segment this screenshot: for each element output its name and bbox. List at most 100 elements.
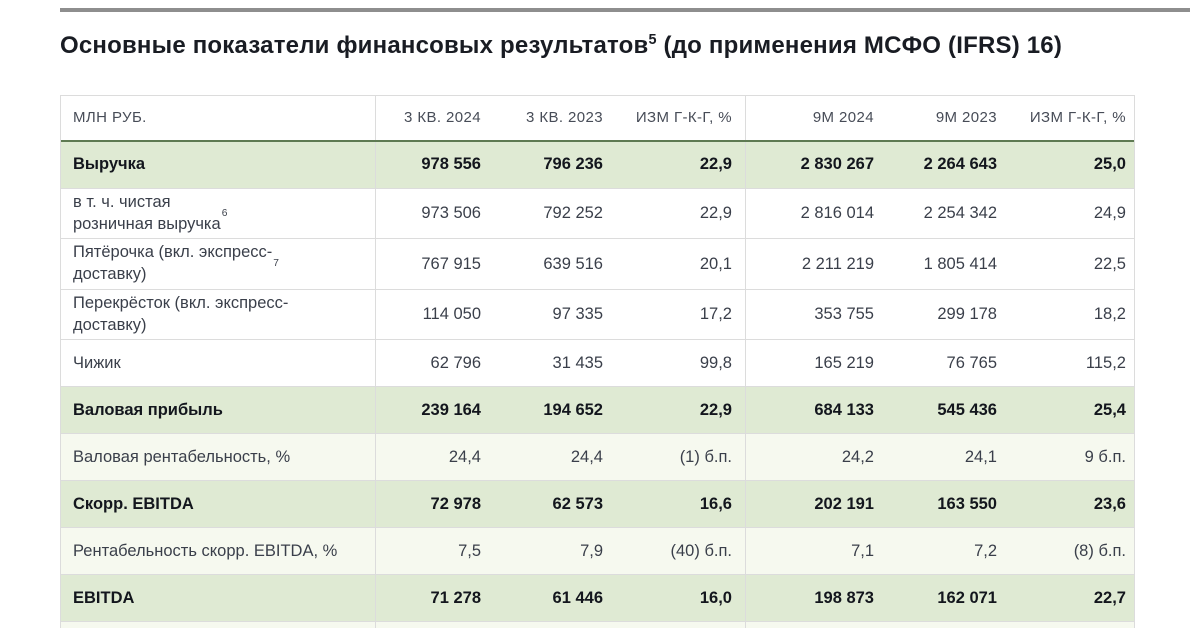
- title-text: Основные показатели финансовых результат…: [60, 32, 649, 59]
- title-suffix: (до применения МСФО (IFRS) 16): [656, 32, 1063, 59]
- title-footnote-marker: 5: [648, 32, 657, 48]
- cell-value: 25,4: [1093, 400, 1126, 419]
- cell-value: 767 915: [421, 254, 481, 273]
- table-row-chizhik: Чижик 62 796 31 435 99,8 165 219 76 765 …: [61, 340, 1134, 388]
- cell-value: 31 435: [552, 353, 603, 372]
- header-chg-yoy-9m: ИЗМ Г-К-Г, %: [1029, 109, 1126, 127]
- cell-value: 62 796: [430, 353, 481, 372]
- cell-value: 16,0: [615, 575, 746, 622]
- table-row-gross-profit: Валовая прибыль 239 164 194 652 22,9 684…: [61, 387, 1134, 435]
- cell-value: 162 071: [937, 588, 997, 607]
- cell-value: (1) б.п.: [615, 434, 746, 481]
- cell-value: 20,1: [615, 239, 746, 289]
- cell-value: 24,2: [841, 447, 874, 466]
- cell-value: 7,9: [580, 541, 603, 560]
- cell-value: 7,2: [974, 541, 997, 560]
- row-label: Перекрёсток (вкл. экспресс- доставку): [61, 289, 376, 340]
- document-page: Основные показатели финансовых результат…: [0, 8, 1200, 628]
- row-label: Валовая рентабельность, %: [61, 434, 376, 481]
- cell-value: 353 755: [814, 305, 874, 324]
- cell-value: 792 252: [543, 204, 603, 223]
- cell-value: 114 050: [422, 305, 481, 324]
- row-label: Пятёрочка (вкл. экспресс- доставку) 7: [61, 239, 376, 289]
- cell-value: 22,5: [1093, 254, 1126, 273]
- cell-value: 2 816 014: [800, 204, 874, 223]
- header-q3-2023: 3 КВ. 2023: [526, 109, 603, 127]
- cell-value: 7,2: [886, 622, 1009, 628]
- cell-value: 1 805 414: [923, 254, 997, 273]
- table-row-net-retail-revenue: в т. ч. чистая розничная выручка 6 973 50…: [61, 188, 1134, 240]
- header-chg-yoy-q: ИЗМ Г-К-Г, %: [615, 95, 746, 140]
- cell-value: 7,3: [376, 622, 493, 628]
- table-row-ebitda-margin: Рентабельность EBITDA, % 7,3 7,7 (43) б.…: [61, 622, 1134, 628]
- table-header-row: МЛН РУБ. 3 КВ. 2024 3 КВ. 2023 ИЗМ Г-К-Г…: [61, 95, 1134, 142]
- header-unit: МЛН РУБ.: [61, 95, 376, 140]
- cell-value: 163 550: [937, 494, 997, 513]
- top-divider: [60, 8, 1190, 12]
- cell-value: 24,9: [1093, 204, 1126, 223]
- cell-value: 7,1: [851, 541, 874, 560]
- cell-value: 97 335: [552, 305, 603, 324]
- cell-value: 22,7: [1093, 588, 1126, 607]
- cell-value: 2 254 342: [923, 204, 997, 223]
- financial-results-table: МЛН РУБ. 3 КВ. 2024 3 КВ. 2023 ИЗМ Г-К-Г…: [60, 94, 1135, 628]
- row-label: в т. ч. чистая розничная выручка 6: [61, 188, 376, 239]
- header-q3-2024: 3 КВ. 2024: [404, 109, 481, 127]
- cell-value: 194 652: [543, 400, 603, 419]
- page-title: Основные показатели финансовых результат…: [60, 32, 1200, 61]
- cell-value: 61 446: [552, 588, 603, 607]
- cell-value: 2 264 643: [923, 155, 997, 174]
- cell-value: 198 873: [814, 588, 874, 607]
- cell-value: 24,1: [964, 447, 997, 466]
- cell-value: 684 133: [814, 400, 874, 419]
- cell-value: 22,9: [615, 387, 746, 434]
- row-label: Рентабельность EBITDA, %: [61, 622, 376, 628]
- cell-value: (8) б.п.: [1073, 541, 1126, 560]
- cell-value: 978 556: [421, 155, 481, 174]
- table-row-ebitda: EBITDA 71 278 61 446 16,0 198 873 162 07…: [61, 575, 1134, 623]
- cell-value: 17,2: [615, 289, 746, 340]
- cell-value: 99,8: [615, 340, 746, 387]
- header-9m-2023: 9М 2023: [935, 109, 997, 127]
- row-label: Валовая прибыль: [61, 387, 376, 434]
- cell-value: (40) б.п.: [615, 528, 746, 575]
- cell-value: 545 436: [937, 400, 997, 419]
- cell-value: 299 178: [937, 305, 997, 324]
- cell-value: 115,2: [1085, 353, 1126, 372]
- cell-value: 16,6: [615, 481, 746, 528]
- cell-value: 239 164: [421, 400, 481, 419]
- row-label: Чижик: [61, 340, 376, 387]
- cell-value: 2 830 267: [800, 155, 874, 174]
- cell-value: 7,5: [458, 541, 481, 560]
- row-label: Скорр. EBITDA: [61, 481, 376, 528]
- cell-value: 973 506: [421, 204, 481, 223]
- cell-value: 62 573: [552, 494, 603, 513]
- cell-value: 76 765: [946, 353, 997, 372]
- table-row-pyaterochka: Пятёрочка (вкл. экспресс- доставку) 7 767…: [61, 239, 1134, 290]
- cell-value: 18,2: [1093, 305, 1126, 324]
- row-label: EBITDA: [61, 575, 376, 622]
- cell-value: (13) б.п.: [1009, 622, 1134, 628]
- cell-value: 639 516: [543, 254, 603, 273]
- row-label: Рентабельность скорр. EBITDA, %: [61, 528, 376, 575]
- cell-value: 22,9: [615, 141, 746, 188]
- cell-value: 24,4: [570, 447, 603, 466]
- table-row-perekrestok: Перекрёсток (вкл. экспресс- доставку) 11…: [61, 289, 1134, 341]
- cell-value: (43) б.п.: [615, 622, 746, 628]
- cell-value: 7,0: [746, 622, 886, 628]
- header-9m-2024: 9М 2024: [812, 109, 874, 127]
- table-row-revenue: Выручка 978 556 796 236 22,9 2 830 267 2…: [61, 141, 1134, 189]
- cell-value: 71 278: [430, 588, 481, 607]
- cell-value: 796 236: [543, 155, 603, 174]
- cell-value: 24,4: [448, 447, 481, 466]
- cell-value: 23,6: [1093, 494, 1126, 513]
- cell-value: 165 219: [814, 353, 874, 372]
- cell-value: 9 б.п.: [1084, 447, 1126, 466]
- cell-value: 72 978: [430, 494, 481, 513]
- cell-value: 25,0: [1093, 155, 1126, 174]
- row-label: Выручка: [61, 141, 376, 188]
- table-row-adj-ebitda: Скорр. EBITDA 72 978 62 573 16,6 202 191…: [61, 481, 1134, 529]
- cell-value: 2 211 219: [801, 254, 874, 273]
- cell-value: 202 191: [814, 494, 874, 513]
- cell-value: 7,7: [493, 622, 615, 628]
